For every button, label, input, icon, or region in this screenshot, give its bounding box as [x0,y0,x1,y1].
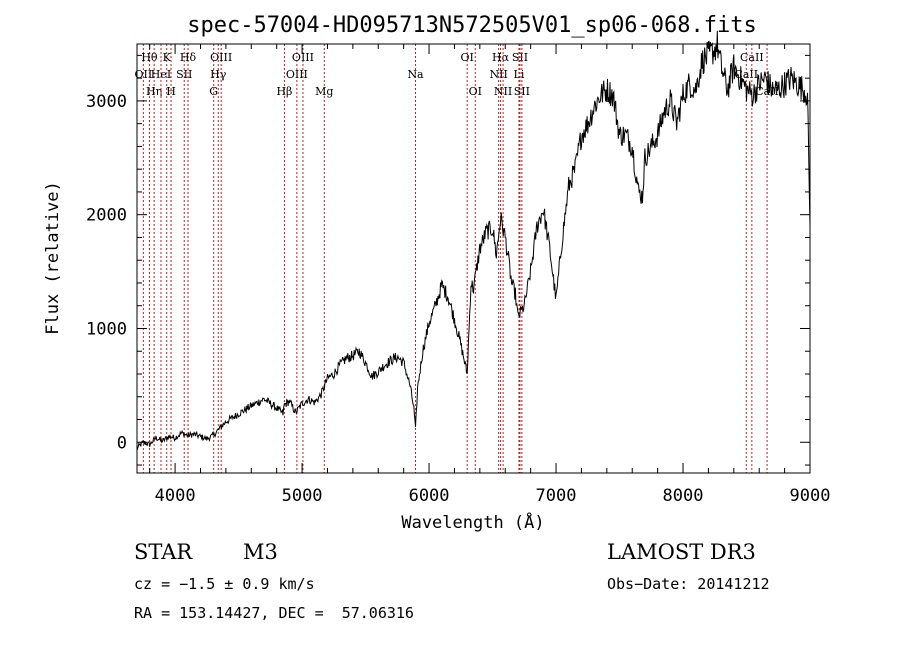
marker-label-20: NII [494,85,512,98]
marker-label-19: Hα [492,51,510,64]
marker-label-6: SII [176,68,192,81]
marker-label-9: Hγ [210,68,227,81]
coordinates: RA = 153.14427, DEC = 57.06316 [134,604,414,622]
spectrum-series [136,30,811,450]
object-class: STAR [134,540,193,564]
y-tick-label: 3000 [86,92,127,112]
marker-label-25: CaII [740,51,764,64]
plot-frame [136,43,811,474]
object-subclass: M3 [243,540,278,564]
marker-label-3: HeI [151,68,171,81]
marker-label-7: Hδ [180,51,197,64]
x-tick-label: 7000 [536,486,577,506]
marker-label-8: G [209,85,218,98]
marker-label-12: OIII [286,68,308,81]
spectrum-line [136,30,811,450]
marker-label-14: Mg [315,85,333,98]
x-tick-label: 6000 [409,486,450,506]
x-tick-label: 4000 [155,486,196,506]
marker-label-23: SII [514,85,530,98]
marker-label-13: OIII [292,51,314,64]
line-markers: OIIHθHηHeIKHSIIHδGHγOIIIHβOIIIOIIIMgNaOI… [134,44,779,473]
y-tick-label: 2000 [86,206,127,226]
x-axis-ticks: 4000 5000 6000 7000 8000 9000 [149,44,831,506]
marker-label-10: OIII [210,51,232,64]
chart-title: spec-57004-HD095713N572505V01_sp06-068.f… [187,13,757,38]
marker-label-22: SII [512,51,528,64]
obs-date: Obs−Date: 20141212 [607,575,770,593]
marker-label-15: Na [407,68,424,81]
y-tick-label: 1000 [86,319,127,339]
redshift-text: cz = −1.5 ± 0.9 km/s [134,575,315,593]
marker-label-5: H [166,85,176,98]
marker-label-11: Hβ [276,85,292,98]
y-axis-ticks: 0 1000 2000 3000 [86,54,810,466]
y-axis-label: Flux (relative) [43,181,63,335]
x-axis-label: Wavelength (Å) [401,511,544,533]
survey-name: LAMOST DR3 [607,540,756,564]
x-tick-label: 9000 [790,486,831,506]
marker-label-2: Hη [146,85,162,98]
marker-label-21: Li [514,68,525,81]
y-tick-label: 0 [117,433,127,453]
x-tick-label: 8000 [663,486,704,506]
marker-label-18: NII [489,68,507,81]
marker-label-1: Hθ [141,51,158,64]
marker-label-16: OI [460,51,473,64]
marker-label-4: K [163,51,172,64]
x-tick-label: 5000 [282,486,323,506]
marker-label-17: OI [469,85,482,98]
